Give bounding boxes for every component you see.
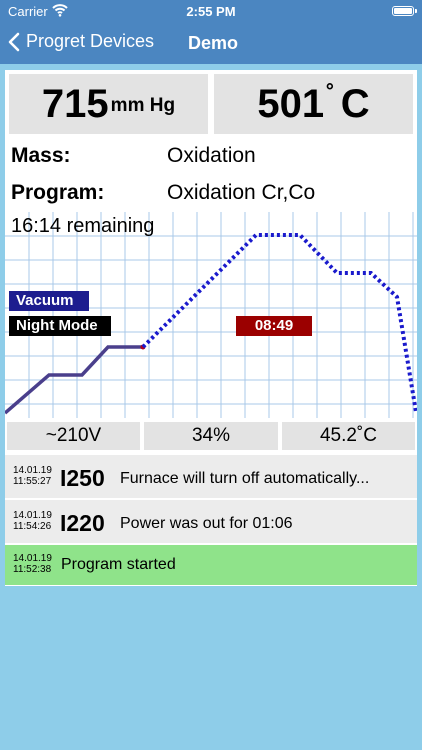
planned-curve	[141, 233, 417, 413]
wifi-icon	[52, 3, 68, 20]
log-date: 14.01.19	[13, 510, 52, 521]
pressure-readout: 715 mm Hg	[9, 74, 208, 134]
furnace-panel: 715 mm Hg 501 ˚ C Mass: Oxidation Progra…	[5, 70, 417, 586]
log-date: 14.01.19	[13, 553, 52, 564]
mass-value: Oxidation	[167, 144, 256, 167]
log-date: 14.01.19	[13, 465, 52, 476]
battery-tip	[415, 9, 417, 13]
pressure-value: 715	[41, 81, 109, 126]
program-label: Program:	[11, 181, 105, 204]
ambient-temperature-readout: 45.2˚C	[282, 422, 415, 450]
completed-curve	[5, 345, 143, 415]
elapsed-timer: 08:49	[236, 316, 312, 336]
log-message: Power was out for 01:06	[120, 515, 293, 532]
back-button[interactable]: Progret Devices	[8, 31, 154, 52]
log-entry[interactable]: 14.01.19 11:52:38 Program started	[5, 545, 417, 585]
log-code: I250	[60, 465, 105, 491]
log-time: 11:55:27	[13, 476, 52, 487]
carrier-label: Carrier	[8, 4, 48, 19]
percent-readout: 34%	[144, 422, 278, 450]
log-time: 11:54:26	[13, 521, 52, 532]
temperature-unit: C	[340, 81, 370, 126]
log-timestamp: 14.01.19 11:55:27	[13, 465, 52, 487]
battery-icon	[392, 6, 414, 16]
temperature-readout: 501 ˚ C	[214, 74, 413, 134]
vacuum-indicator: Vacuum	[9, 291, 89, 311]
log-timestamp: 14.01.19 11:54:26	[13, 510, 52, 532]
temperature-degree: ˚	[326, 80, 335, 110]
chart-grid	[5, 212, 417, 418]
log-code: I220	[60, 510, 105, 536]
status-bar: Carrier 2:55 PM	[0, 0, 422, 24]
log-message: Furnace will turn off automatically...	[120, 470, 370, 487]
pressure-unit: mm Hg	[110, 95, 176, 116]
time-remaining: 16:14 remaining	[11, 215, 155, 237]
log-entry[interactable]: 14.01.19 11:55:27 I250 Furnace will turn…	[5, 455, 417, 498]
program-value: Oxidation Cr,Co	[167, 181, 316, 204]
back-button-label: Progret Devices	[26, 31, 155, 51]
chevron-left-icon	[8, 32, 20, 51]
navigation-bar: Progret Devices Demo	[0, 24, 422, 64]
voltage-readout: ~210V	[7, 422, 140, 450]
log-timestamp: 14.01.19 11:52:38	[13, 553, 52, 575]
chart-canvas	[5, 212, 417, 418]
mass-label: Mass:	[11, 144, 71, 167]
temperature-value: 501	[257, 81, 325, 126]
log-entry[interactable]: 14.01.19 11:54:26 I220 Power was out for…	[5, 500, 417, 543]
clock: 2:55 PM	[186, 4, 236, 19]
firing-chart: 16:14 remaining Vacuum Night Mode 08:49	[5, 212, 417, 418]
log-time: 11:52:38	[13, 564, 52, 575]
night-mode-indicator: Night Mode	[9, 316, 111, 336]
page-title: Demo	[188, 33, 239, 53]
log-message: Program started	[61, 556, 176, 573]
